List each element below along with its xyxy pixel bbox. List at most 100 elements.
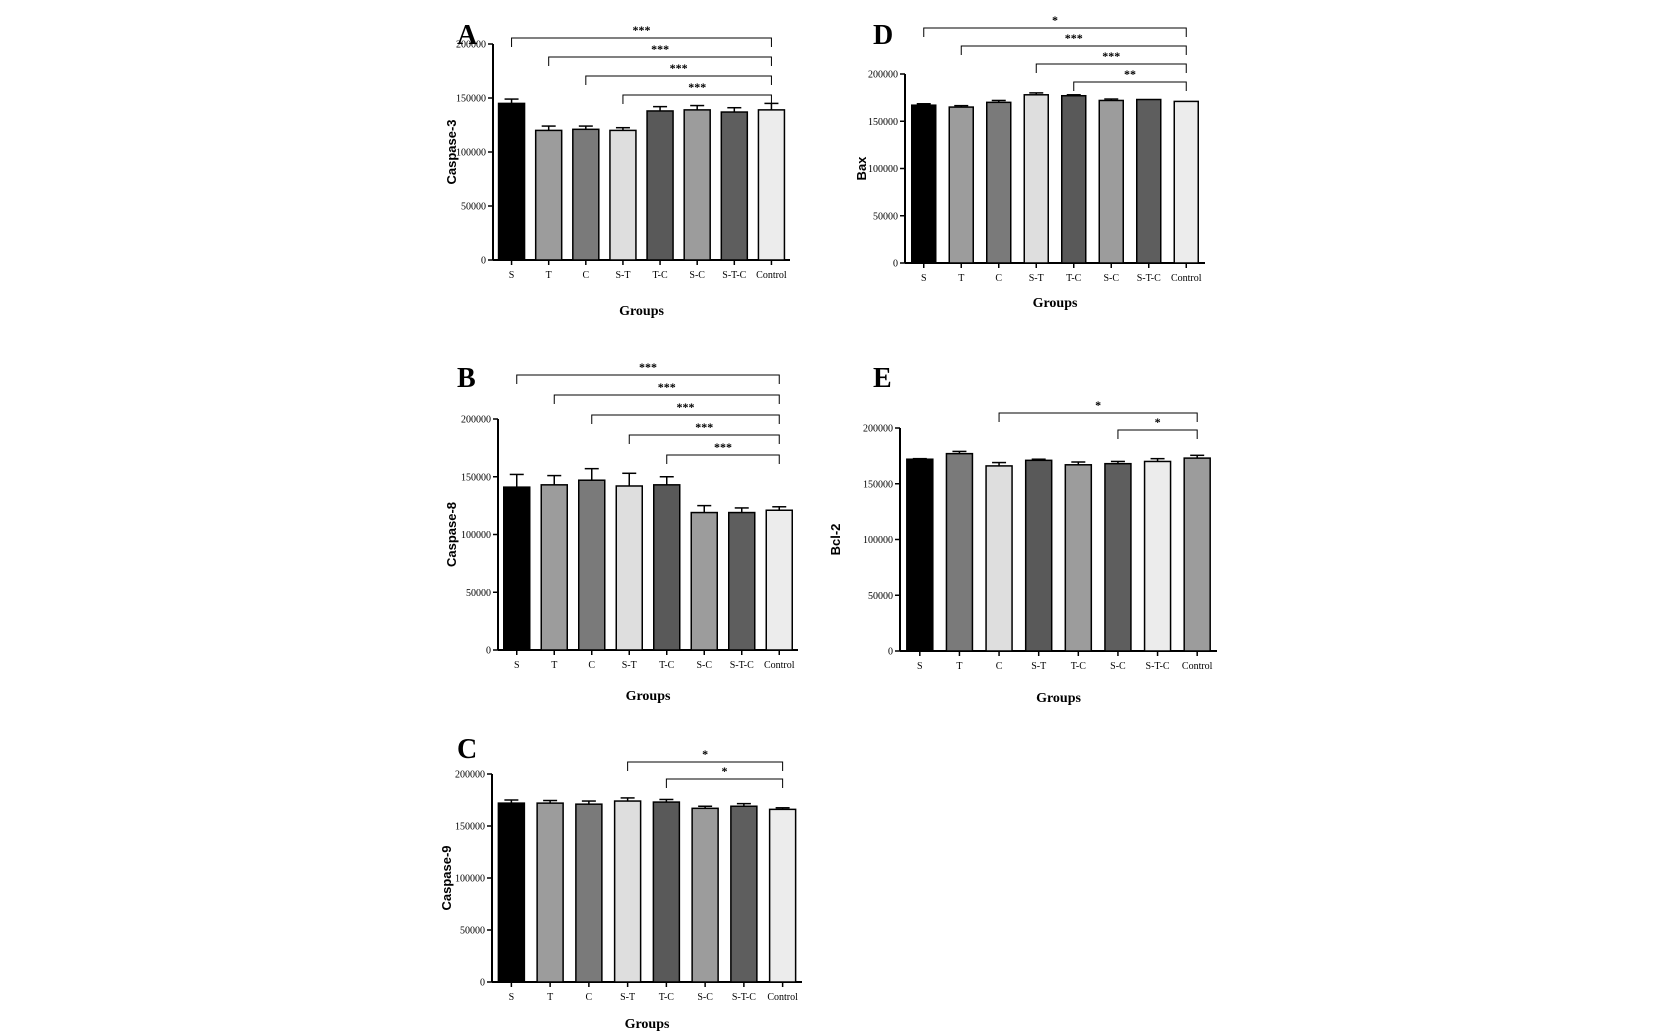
significance-label: *** <box>639 360 657 374</box>
y-axis-title: Caspase-9 <box>439 845 454 910</box>
category-label: Control <box>1182 661 1213 672</box>
category-label: S-T-C <box>1137 273 1161 284</box>
bar-c <box>575 803 603 983</box>
x-axis-title: Groups <box>1036 691 1081 706</box>
significance-bracket <box>998 412 1198 422</box>
bar-t-c <box>646 110 674 261</box>
bar-t-c <box>653 484 681 651</box>
chart-panel-b: B 0 50000 100000 150000 200000 S T C S-T T-C S-C S-T… <box>444 360 798 704</box>
y-tick-label: 200000 <box>461 415 491 426</box>
x-axis-title: Groups <box>626 689 671 704</box>
significance-bracket <box>1073 81 1187 91</box>
category-label: C <box>588 660 595 671</box>
category-label: T-C <box>659 660 675 671</box>
category-label: C <box>582 270 589 281</box>
y-tick-label: 200000 <box>868 70 898 81</box>
bar-t <box>536 802 564 983</box>
y-tick-label: 150000 <box>456 94 486 105</box>
significance-bracket <box>665 778 784 788</box>
category-label: S-T-C <box>1146 661 1170 672</box>
y-tick-label: 100000 <box>461 530 491 541</box>
significance-label: *** <box>1102 49 1120 63</box>
y-axis-title: Caspase-3 <box>444 119 459 184</box>
y-tick-label: 100000 <box>456 148 486 159</box>
bar-control <box>768 808 797 983</box>
panel-letter: B <box>457 363 476 394</box>
significance-bracket <box>1117 429 1198 439</box>
bar-t <box>534 129 563 261</box>
y-tick-label: 150000 <box>868 117 898 128</box>
significance-bracket <box>548 56 772 66</box>
category-label: T <box>956 661 962 672</box>
significance-bracket <box>516 374 780 384</box>
category-label: S-C <box>1103 273 1119 284</box>
category-label: S <box>917 661 923 672</box>
bar-s-t <box>1023 94 1049 264</box>
bar-s <box>497 802 526 983</box>
chart-panel-e: E 0 50000 100000 150000 200000 S T C S-T T-C S-C S-T… <box>828 363 1217 706</box>
bar-s-c <box>1098 99 1124 264</box>
bar-s-t <box>613 800 642 983</box>
category-label: Control <box>1171 273 1202 284</box>
category-label: S-C <box>697 992 713 1003</box>
bar-t-c <box>1061 94 1087 264</box>
category-label: S-T-C <box>722 270 746 281</box>
bar-s-c <box>1104 462 1132 652</box>
significance-label: * <box>1095 398 1101 412</box>
bar-t-c <box>1064 464 1093 652</box>
category-label: T-C <box>1066 273 1082 284</box>
bar-s-t <box>1024 459 1053 652</box>
bar-t <box>945 452 974 652</box>
panel-letter: A <box>457 20 478 51</box>
y-tick-label: 50000 <box>460 926 485 937</box>
significance-label: * <box>702 747 708 761</box>
bar-s <box>497 102 526 261</box>
category-label: T-C <box>1071 661 1087 672</box>
bar-s-t-c <box>730 805 758 983</box>
y-tick-label: 200000 <box>456 40 486 51</box>
y-tick-label: 0 <box>481 256 486 267</box>
significance-label: * <box>1155 415 1161 429</box>
chart-panel-c: C 0 50000 100000 150000 200000 S T C S-T T-C S-C S-T… <box>439 734 802 1032</box>
bar-c <box>986 101 1012 264</box>
panel-letter: C <box>457 734 477 765</box>
category-label: Control <box>764 660 795 671</box>
category-label: S <box>509 992 515 1003</box>
bar-s-c <box>690 511 718 651</box>
bar-t <box>540 484 568 651</box>
y-tick-label: 150000 <box>461 472 491 483</box>
bar-s <box>503 486 531 651</box>
category-label: S-T-C <box>730 660 754 671</box>
category-label: S-T <box>615 270 630 281</box>
significance-label: *** <box>651 42 669 56</box>
bar-control <box>765 509 793 651</box>
y-tick-label: 0 <box>893 259 898 270</box>
category-label: S-C <box>1110 661 1126 672</box>
y-tick-label: 50000 <box>868 591 893 602</box>
category-label: S <box>514 660 520 671</box>
y-axis-title: Bcl-2 <box>828 524 843 556</box>
category-label: Control <box>756 270 787 281</box>
significance-label: *** <box>633 23 651 37</box>
x-axis-title: Groups <box>1033 296 1078 311</box>
y-tick-label: 150000 <box>863 479 893 490</box>
significance-label: *** <box>1065 31 1083 45</box>
significance-label: * <box>722 764 728 778</box>
bar-t-c <box>652 801 681 983</box>
category-label: T-C <box>652 270 668 281</box>
y-tick-label: 0 <box>480 978 485 989</box>
significance-bracket <box>622 94 772 104</box>
bar-s-t <box>615 485 643 651</box>
panel-letter: E <box>873 363 892 394</box>
bar-s-t-c <box>720 111 749 261</box>
significance-bracket <box>585 75 772 85</box>
category-label: T-C <box>659 992 675 1003</box>
bar-s-t-c <box>728 511 756 651</box>
y-tick-label: 50000 <box>873 211 898 222</box>
bar-s-t-c <box>1136 98 1162 264</box>
y-tick-label: 0 <box>888 647 893 658</box>
significance-label: *** <box>695 420 713 434</box>
category-label: S-T-C <box>732 992 756 1003</box>
category-label: C <box>995 273 1002 284</box>
